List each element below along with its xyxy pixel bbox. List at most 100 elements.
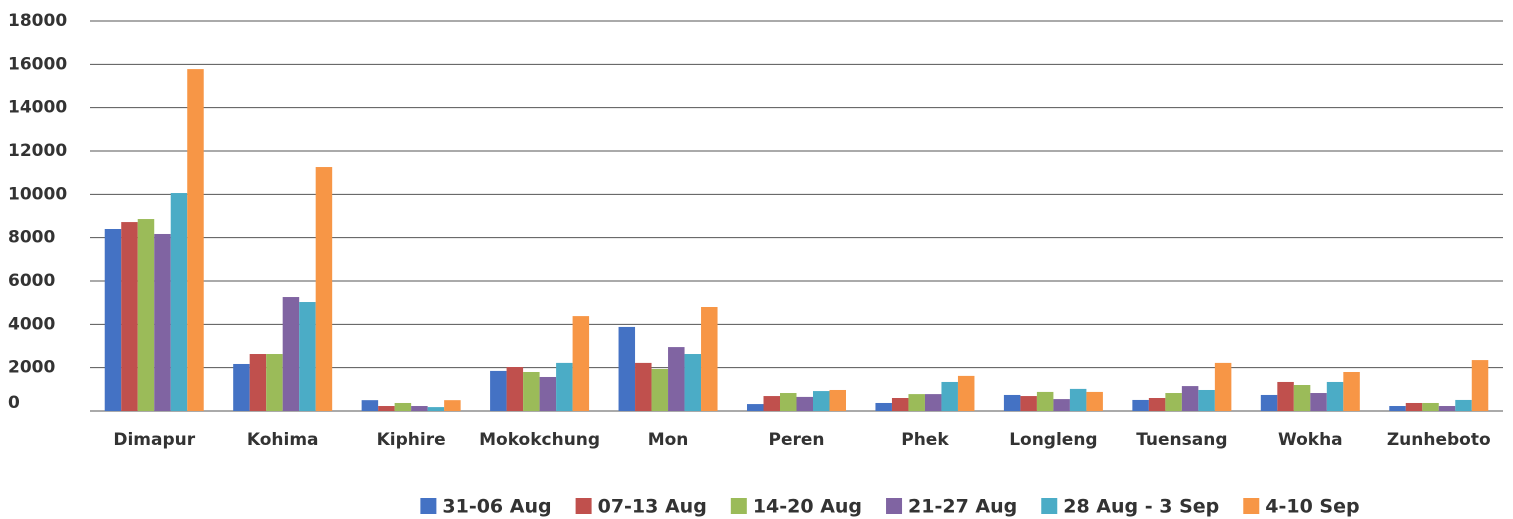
bar — [361, 400, 379, 411]
bar — [137, 219, 155, 411]
bar — [170, 193, 188, 411]
bar — [635, 362, 652, 411]
bar — [506, 367, 524, 411]
legend-swatch — [730, 498, 747, 514]
bar — [1277, 381, 1294, 411]
bar — [668, 347, 685, 411]
x-tick-label: Wokha — [1278, 430, 1343, 450]
bar — [1036, 391, 1054, 411]
x-tick-label: Longleng — [1009, 430, 1097, 450]
bar — [1148, 398, 1166, 411]
bar — [187, 69, 204, 411]
bar — [1053, 399, 1070, 411]
bar — [875, 402, 892, 411]
bar — [924, 394, 942, 411]
bar — [490, 370, 507, 411]
x-tick-label: Mon — [648, 430, 689, 450]
bar — [1181, 386, 1199, 411]
bar — [1020, 396, 1037, 411]
legend-label: 07-13 Aug — [598, 496, 707, 518]
y-tick-label: 4000 — [8, 314, 55, 334]
bar — [121, 222, 138, 411]
y-tick-label: 10000 — [8, 184, 67, 204]
bar — [701, 307, 718, 411]
bar — [1310, 393, 1327, 411]
bar — [813, 391, 830, 411]
bar — [233, 363, 250, 411]
x-tick-label: Kiphire — [377, 430, 446, 450]
legend-label: 4-10 Sep — [1265, 496, 1359, 518]
bar — [1086, 391, 1103, 411]
bar — [747, 404, 764, 411]
bar — [1438, 406, 1456, 411]
bar — [249, 354, 267, 411]
y-tick-label: 12000 — [8, 141, 67, 161]
legend-swatch — [1041, 498, 1058, 514]
legend-swatch — [886, 498, 903, 514]
y-tick-label: 0 — [8, 393, 20, 413]
bar — [315, 167, 333, 411]
legend-swatch — [420, 498, 437, 514]
bar — [1471, 360, 1489, 411]
y-tick-label: 16000 — [8, 54, 67, 74]
y-tick-label: 6000 — [8, 271, 55, 291]
bar — [1165, 393, 1182, 411]
bar — [957, 375, 975, 411]
bar — [394, 402, 412, 411]
bar — [1343, 372, 1360, 411]
bar — [539, 376, 557, 411]
x-tick-label: Phek — [901, 430, 949, 450]
bar — [154, 233, 171, 411]
bar — [1003, 394, 1021, 411]
legend-label: 21-27 Aug — [908, 496, 1017, 518]
bar — [684, 354, 702, 411]
bar — [427, 407, 445, 411]
bar — [651, 368, 669, 411]
bar — [1405, 402, 1423, 411]
bar — [266, 354, 283, 411]
y-tick-label: 8000 — [8, 228, 55, 248]
bar — [444, 400, 461, 411]
bar — [1198, 389, 1215, 411]
x-tick-label: Zunheboto — [1387, 430, 1491, 450]
y-tick-label: 2000 — [8, 358, 55, 378]
legend-swatch — [575, 498, 592, 514]
bar — [1214, 362, 1232, 411]
legend-label: 14-20 Aug — [753, 496, 862, 518]
legend-swatch — [1243, 498, 1260, 514]
bar — [378, 406, 395, 411]
bar — [908, 394, 925, 411]
bar — [1293, 385, 1311, 411]
bar — [796, 396, 813, 411]
bar — [829, 389, 846, 411]
bar — [104, 229, 122, 411]
bar — [1326, 381, 1344, 411]
bar — [411, 406, 428, 411]
bar — [1132, 399, 1149, 411]
bar — [780, 393, 797, 411]
y-tick-label: 18000 — [8, 11, 67, 31]
bar — [891, 398, 909, 411]
bar — [523, 372, 540, 411]
bar — [1389, 406, 1406, 411]
legend-label: 31-06 Aug — [442, 496, 551, 518]
bar — [1422, 402, 1439, 411]
bar — [941, 381, 958, 411]
x-tick-label: Mokokchung — [479, 430, 600, 450]
x-tick-label: Tuensang — [1136, 430, 1227, 450]
y-tick-label: 14000 — [8, 98, 67, 118]
bar — [618, 326, 636, 411]
x-tick-label: Kohima — [247, 430, 319, 450]
x-tick-label: Dimapur — [113, 430, 195, 450]
bar — [1260, 394, 1278, 411]
bar — [299, 302, 316, 411]
x-tick-label: Peren — [768, 430, 824, 450]
legend-label: 28 Aug - 3 Sep — [1063, 496, 1219, 518]
bar — [1069, 388, 1087, 411]
bar — [1455, 399, 1472, 411]
bar — [572, 316, 590, 411]
bar — [282, 297, 300, 411]
bar — [556, 362, 573, 411]
bar — [763, 396, 780, 411]
